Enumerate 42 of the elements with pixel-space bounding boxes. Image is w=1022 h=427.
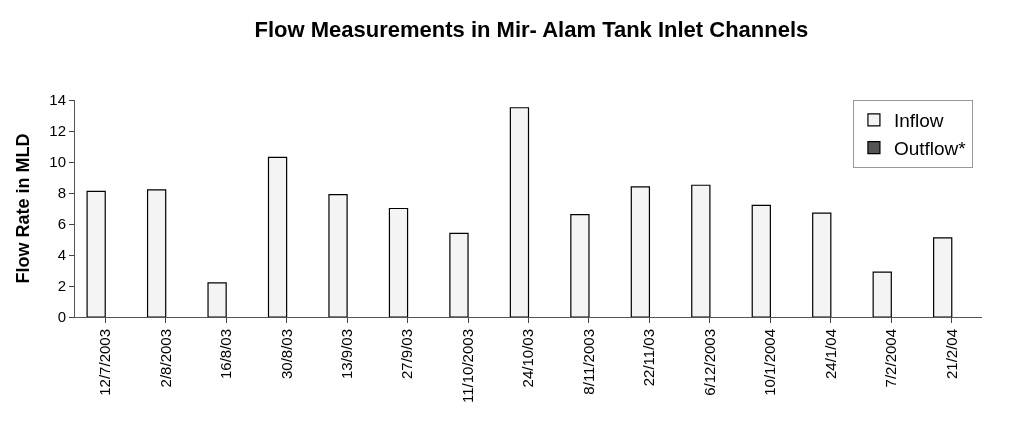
y-tick-label: 8 xyxy=(57,184,66,202)
bar xyxy=(146,189,167,317)
x-tick-label: 30/8/03 xyxy=(277,329,295,380)
x-tick-label: 27/9/03 xyxy=(398,329,416,380)
bar xyxy=(207,282,227,317)
bar xyxy=(86,190,106,317)
x-tick-label: 24/1/04 xyxy=(821,329,839,380)
bar xyxy=(570,214,590,317)
bar xyxy=(630,186,651,317)
y-tick-label: 2 xyxy=(57,277,66,295)
y-tick-label: 14 xyxy=(49,91,66,109)
y-tick-label: 4 xyxy=(57,246,66,264)
x-tick-label: 21/2/04 xyxy=(942,329,960,380)
x-tick-label: 2/8/2003 xyxy=(156,329,174,388)
x-tick-label: 10/1/2004 xyxy=(761,329,779,396)
x-tick-label: 12/7/2003 xyxy=(96,329,114,396)
y-axis-title: Flow Rate in MLD xyxy=(12,133,33,284)
y-tick-label: 0 xyxy=(57,308,66,326)
x-tick-label: 24/10/03 xyxy=(519,329,537,388)
bar xyxy=(388,207,409,317)
x-tick-label: 6/12/2003 xyxy=(700,329,718,396)
bar xyxy=(509,107,530,317)
bar xyxy=(751,204,771,317)
bar xyxy=(933,237,953,317)
bar xyxy=(691,184,711,317)
bar xyxy=(267,156,288,317)
x-tick-label: 13/9/03 xyxy=(337,329,355,380)
y-tick-label: 10 xyxy=(49,153,66,171)
chart-title: Flow Measurements in Mir- Alam Tank Inlet Channels xyxy=(254,16,809,42)
x-tick-label: 11/10/2003 xyxy=(458,329,476,403)
bar xyxy=(328,193,348,317)
bar xyxy=(812,212,832,317)
y-tick-label: 12 xyxy=(49,122,66,140)
x-tick-label: 8/11/2003 xyxy=(579,329,597,395)
x-tick-label: 7/2/2004 xyxy=(882,329,900,388)
bar xyxy=(872,271,892,317)
y-tick-label: 6 xyxy=(57,215,66,233)
x-tick-label: 16/8/03 xyxy=(217,329,235,380)
legend-label: Outflow* xyxy=(893,137,967,159)
legend-label: Inflow xyxy=(893,110,944,132)
x-tick-label: 22/11/03 xyxy=(640,329,658,387)
bar xyxy=(449,232,469,317)
